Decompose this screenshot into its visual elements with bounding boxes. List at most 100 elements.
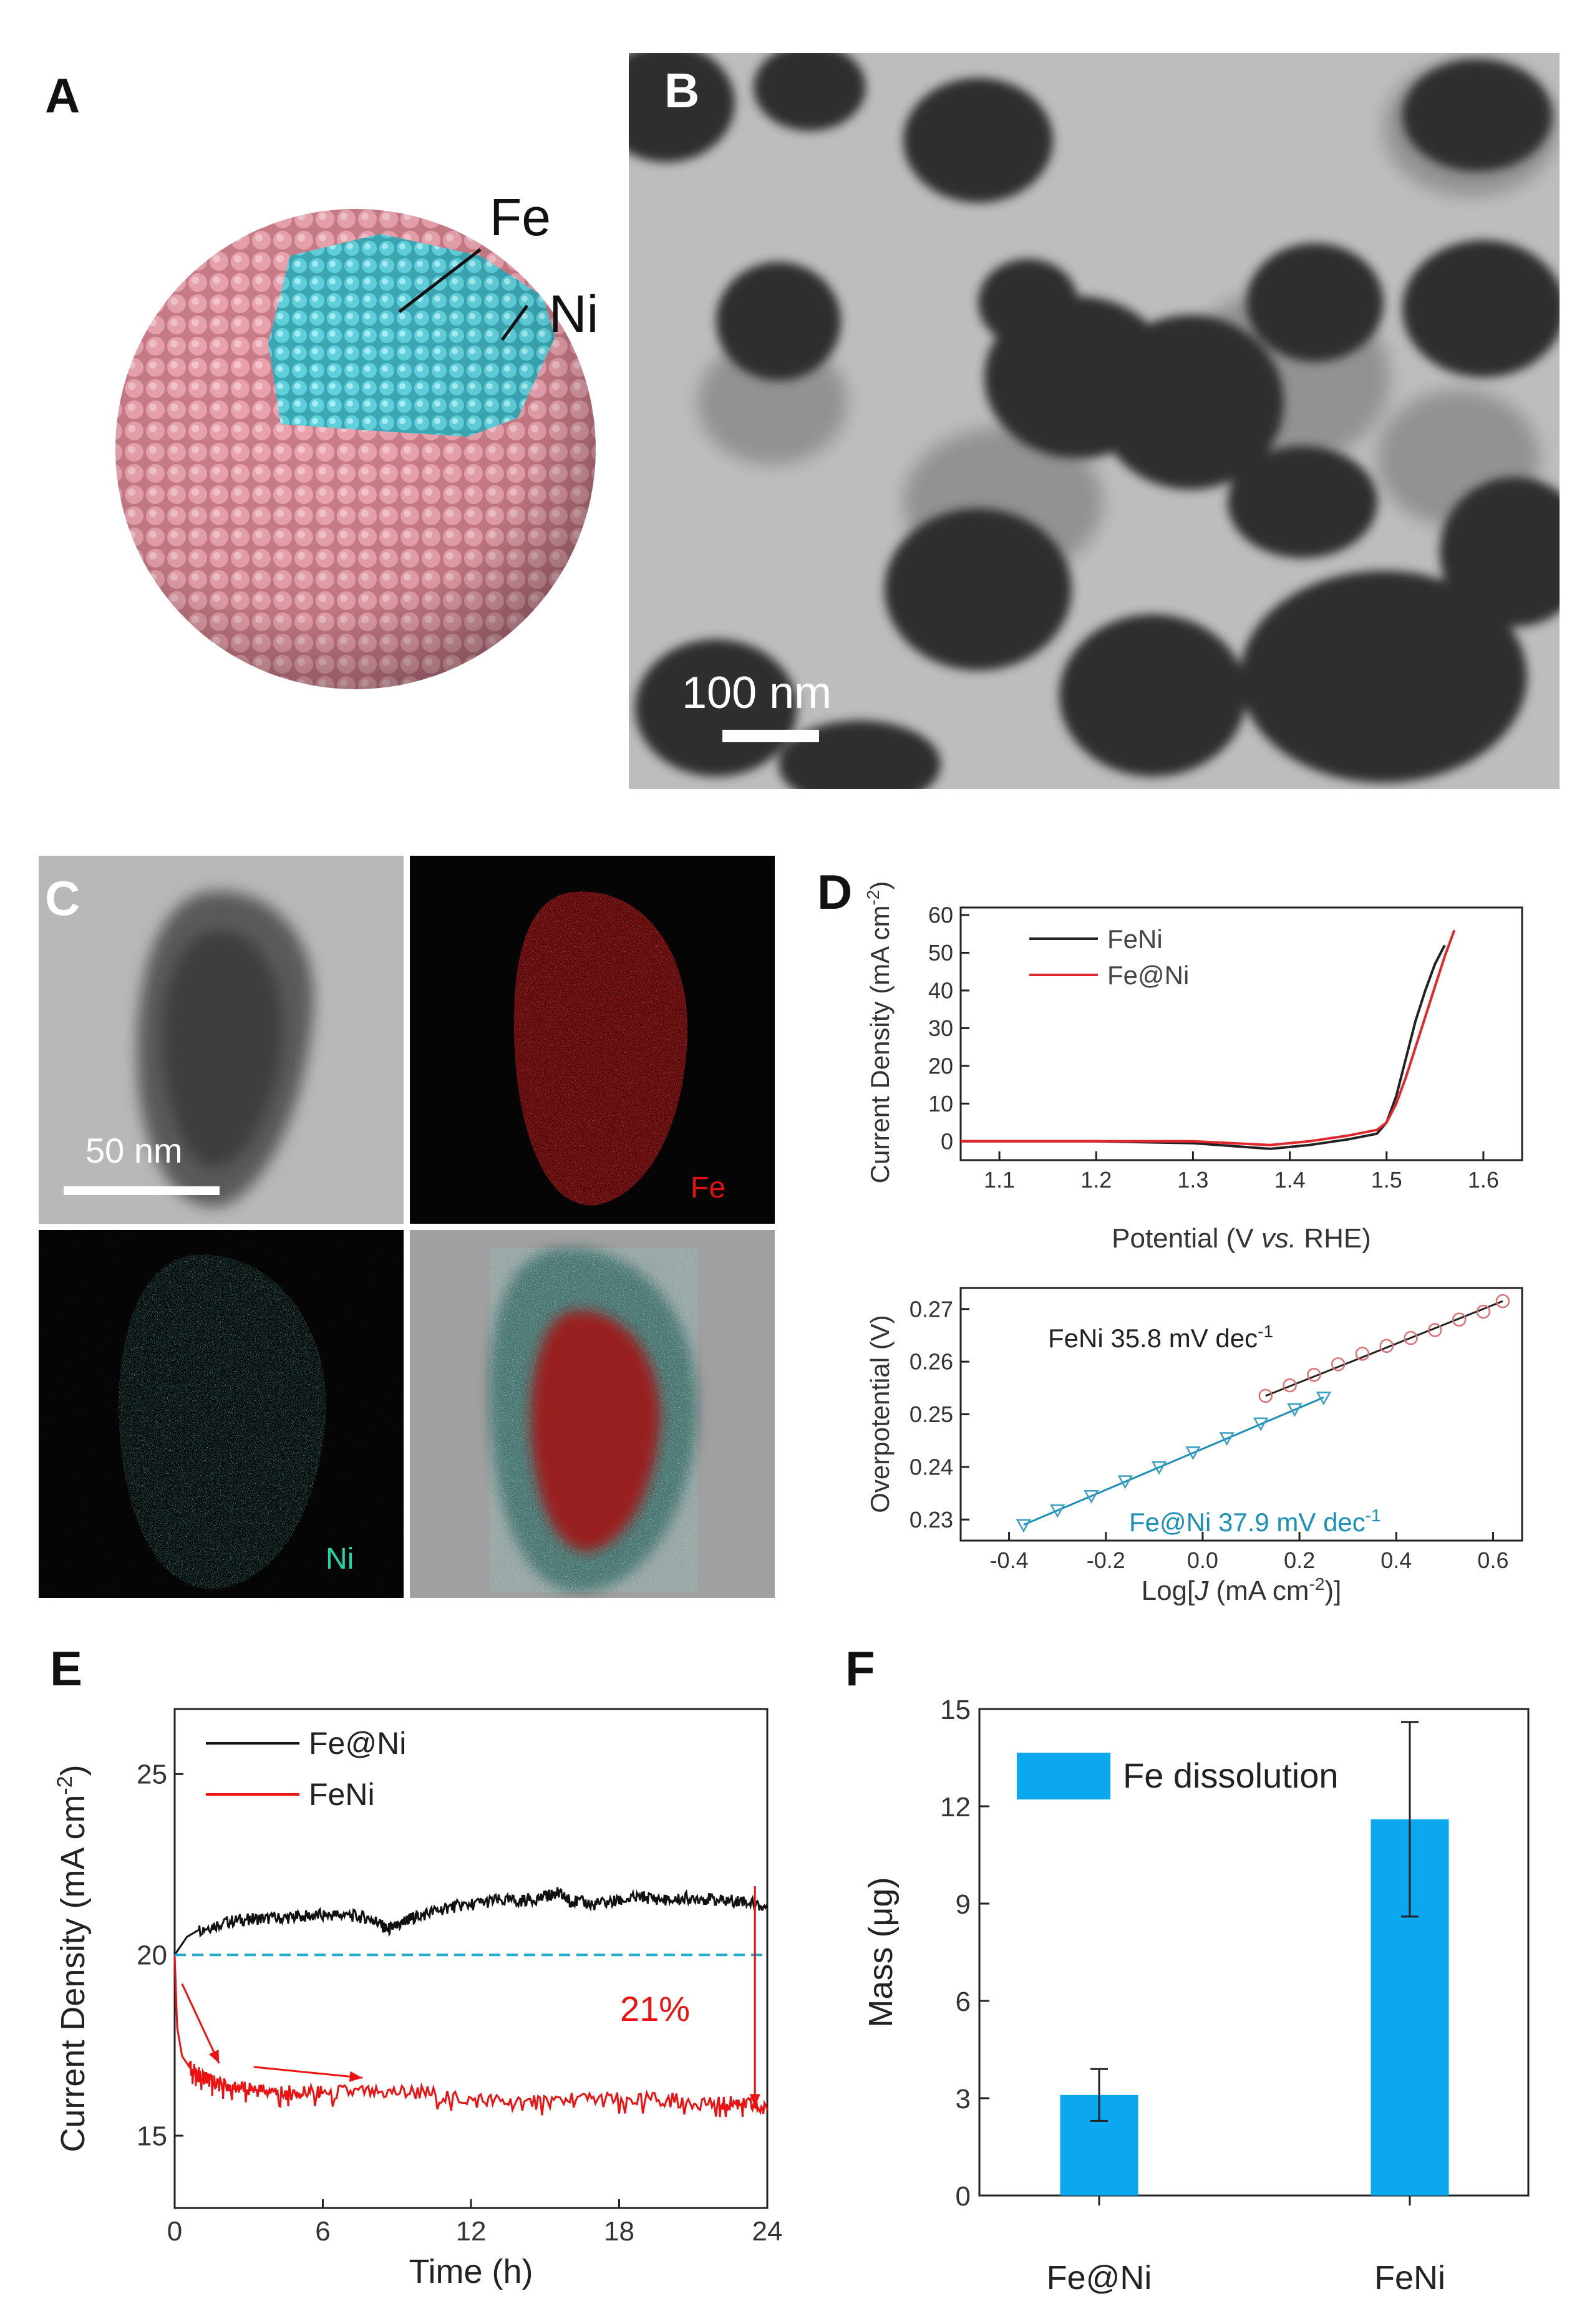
y-tick-label: 20	[137, 1940, 167, 1971]
panel-label-c: C	[45, 871, 80, 926]
scale-bar-c	[64, 1186, 220, 1195]
series-line-feni	[173, 1955, 769, 2118]
legend-label-fe-at-ni: Fe@Ni	[1107, 961, 1189, 990]
data-point-fe-at-ni	[1316, 1392, 1332, 1406]
x-axis-label: Time (h)	[409, 2253, 533, 2290]
data-point-fe-at-ni	[1117, 1475, 1133, 1489]
y-tick-label: 50	[928, 940, 953, 966]
plot-frame	[959, 906, 1523, 1161]
data-point-feni	[1331, 1357, 1346, 1372]
x-tick-label: 0.2	[1284, 1547, 1315, 1573]
y-tick-label: 0.25	[910, 1402, 953, 1427]
y-tick-label: 3	[956, 2084, 971, 2114]
x-tick-label: 1.4	[1274, 1167, 1306, 1193]
ni-eds-map: Ni	[39, 1230, 404, 1598]
y-tick-label: 6	[956, 1987, 971, 2017]
fe-label: Fe	[490, 188, 551, 246]
x-category-label: FeNi	[1374, 2259, 1445, 2297]
y-tick-label: 30	[928, 1015, 953, 1041]
ni-map-label: Ni	[326, 1542, 354, 1576]
data-point-feni	[1355, 1347, 1370, 1361]
x-tick-label: 0.0	[1187, 1547, 1218, 1573]
x-tick-label: -0.4	[990, 1547, 1029, 1573]
y-tick-label: 0	[941, 1128, 953, 1154]
x-category-label: Fe@Ni	[1047, 2259, 1152, 2297]
x-tick-label: 1.5	[1371, 1167, 1402, 1193]
plot-frame	[978, 1708, 1530, 2197]
y-axis-label: Current Density (mA cm-2)	[863, 881, 895, 1184]
fe-map-label: Fe	[691, 1171, 726, 1204]
x-tick-label: -0.2	[1087, 1547, 1125, 1573]
loss-arrow-head	[749, 2094, 760, 2107]
x-axis-label: Log[J (mA cm-2)]	[1142, 1574, 1342, 1606]
trend-arrow-drop-head	[208, 2050, 220, 2064]
trend-arrow-flat-head	[349, 2071, 362, 2082]
x-tick-label: 1.1	[984, 1167, 1015, 1193]
data-point-feni	[1307, 1367, 1321, 1382]
x-tick-label: 18	[604, 2216, 634, 2247]
scale-bar-label-b: 100 nm	[682, 668, 832, 718]
x-tick-label: 24	[752, 2216, 783, 2247]
legend-label-fe-at-ni: Fe@Ni	[309, 1726, 406, 1761]
x-tick-label: 1.3	[1177, 1167, 1208, 1193]
y-axis-label: Mass (μg)	[862, 1877, 900, 2027]
series-line-fe-at-ni	[961, 929, 1456, 1146]
data-point-feni	[1452, 1312, 1467, 1327]
y-tick-label: 25	[137, 1760, 167, 1790]
panel-label-e: E	[50, 1641, 83, 1696]
trend-arrow-flat	[253, 2066, 362, 2079]
ni-label: Ni	[549, 284, 599, 343]
fe-at-ni-tafel-annotation: Fe@Ni 37.9 mV dec-1	[1129, 1506, 1381, 1537]
y-tick-label: 12	[940, 1792, 971, 1823]
data-point-feni	[1379, 1339, 1394, 1353]
plot-frame	[173, 1708, 769, 2209]
data-point-fe-at-ni	[1016, 1519, 1031, 1533]
fit-line	[1023, 1397, 1324, 1526]
x-tick-label: 0.6	[1477, 1547, 1508, 1573]
stability-chart: 0 6 12 18 24 15 20 25 Fe@Ni FeNi 21% Time (h) C…	[53, 1708, 783, 2290]
y-tick-label: 60	[928, 903, 953, 928]
data-point-feni	[1404, 1330, 1418, 1345]
fe-eds-map: Fe	[410, 856, 775, 1224]
y-tick-label: 15	[940, 1695, 971, 1725]
series-line-feni	[961, 944, 1446, 1150]
x-axis-label: Potential (V vs. RHE)	[1112, 1223, 1371, 1254]
data-point-fe-at-ni	[1084, 1490, 1099, 1504]
overlay-eds-map	[410, 1230, 775, 1598]
x-tick-label: 6	[315, 2216, 330, 2247]
x-tick-label: 1.6	[1468, 1167, 1499, 1193]
data-point-feni	[1428, 1323, 1442, 1337]
y-axis-label: Current Density (mA cm-2)	[53, 1765, 92, 2152]
series-line-fe-at-ni	[173, 1887, 769, 1956]
legend-label-feni: FeNi	[309, 1777, 375, 1812]
x-tick-label: 1.2	[1080, 1167, 1112, 1193]
legend: Fe@Ni FeNi	[206, 1726, 406, 1812]
legend-label: Fe dissolution	[1123, 1756, 1339, 1795]
fit-line	[1265, 1300, 1503, 1397]
data-point-fe-at-ni	[1050, 1504, 1065, 1518]
polarization-curve-chart: 1.1 1.2 1.3 1.4 1.5 1.6 0 10 20 30 40 50 60 FeNi Fe@…	[863, 881, 1523, 1254]
scale-bar-label-c: 50 nm	[85, 1131, 183, 1170]
x-tick-label: 0	[167, 2216, 182, 2247]
tem-particles	[629, 53, 1560, 789]
legend-swatch	[1017, 1753, 1110, 1799]
data-point-fe-at-ni	[1151, 1461, 1167, 1475]
y-tick-label: 0.26	[910, 1349, 953, 1375]
x-tick-label: 12	[456, 2216, 487, 2247]
y-tick-label: 9	[956, 1889, 971, 1920]
data-point-fe-at-ni	[1185, 1446, 1201, 1460]
trend-arrow-drop	[181, 1983, 220, 2064]
tafel-plot-chart: -0.4 -0.2 0.0 0.2 0.4 0.6 0.23 0.24 0.25 0.26 0.27…	[865, 1287, 1523, 1606]
y-tick-label: 0.27	[910, 1296, 953, 1322]
y-tick-label: 0.23	[910, 1507, 953, 1532]
data-point-feni	[1283, 1378, 1297, 1393]
panel-label-a: A	[45, 68, 80, 123]
panel-label-b: B	[664, 63, 700, 118]
y-tick-label: 0.24	[910, 1454, 953, 1479]
y-tick-label: 20	[928, 1053, 953, 1078]
ni-leader-line	[500, 304, 529, 341]
data-point-feni	[1476, 1304, 1491, 1319]
tem-image: 100 nm	[629, 53, 1560, 789]
legend: FeNi Fe@Ni	[1029, 924, 1189, 990]
y-tick-label: 10	[928, 1091, 953, 1116]
